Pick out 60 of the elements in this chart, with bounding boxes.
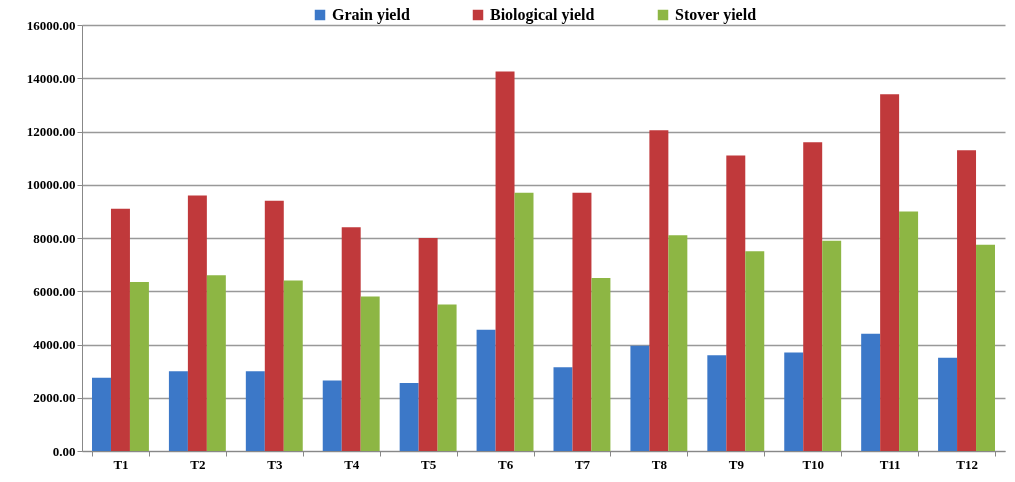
x-tick-label: T7 (574, 456, 591, 472)
bar (418, 238, 438, 451)
bar (899, 211, 919, 451)
bar (938, 357, 958, 451)
bar (341, 227, 361, 451)
bar (476, 329, 496, 451)
y-tick-label: 0.00 (52, 443, 76, 459)
bar (187, 195, 207, 451)
x-tick-label: T4 (344, 456, 360, 472)
bar (822, 240, 842, 451)
legend-label: Biological yield (490, 6, 595, 24)
bar (283, 280, 303, 451)
legend-label: Grain yield (332, 6, 410, 24)
bar (784, 352, 804, 451)
bar (322, 380, 342, 451)
y-tick-label: 16000.00 (26, 17, 76, 33)
x-tick-label: T3 (267, 456, 283, 472)
bar (861, 333, 881, 451)
y-tick-label: 12000.00 (26, 124, 76, 139)
y-tick-label: 10000.00 (26, 177, 76, 193)
bar (630, 345, 650, 451)
y-tick-label: 2000.00 (33, 390, 76, 406)
bar (437, 304, 457, 451)
bar (707, 355, 727, 451)
bar (514, 192, 534, 451)
x-tick-label: T5 (421, 456, 437, 472)
bar (803, 142, 823, 451)
bar (668, 235, 688, 451)
y-tick-label: 6000.00 (33, 283, 76, 299)
y-tick-label: 14000.00 (26, 70, 76, 86)
bar (92, 377, 111, 451)
bar (245, 371, 265, 451)
bar (360, 296, 380, 451)
bar (880, 94, 900, 451)
x-tick-label: T2 (190, 456, 206, 472)
x-tick-label: T12 (956, 456, 978, 472)
bar (745, 251, 765, 451)
bar (976, 244, 995, 451)
bar (110, 208, 130, 451)
x-tick-label: T10 (802, 456, 825, 472)
x-tick-label: T11 (879, 456, 901, 472)
bar (495, 71, 515, 451)
x-tick-label: T1 (113, 456, 129, 472)
bar (726, 155, 746, 451)
bar (957, 150, 977, 451)
bar (591, 277, 611, 451)
bar (129, 281, 149, 451)
bar (168, 371, 188, 451)
bar (264, 200, 284, 451)
bar (572, 192, 592, 451)
y-tick-label: 8000.00 (33, 230, 76, 246)
x-tick-label: T9 (728, 456, 745, 472)
bar (206, 275, 226, 451)
bar (399, 383, 419, 451)
bar (553, 367, 573, 451)
legend-label: Stover yield (675, 6, 757, 24)
bar (649, 130, 669, 451)
y-tick-label: 4000.00 (33, 337, 76, 352)
x-tick-label: T6 (497, 456, 514, 472)
x-tick-label: T8 (651, 456, 668, 472)
